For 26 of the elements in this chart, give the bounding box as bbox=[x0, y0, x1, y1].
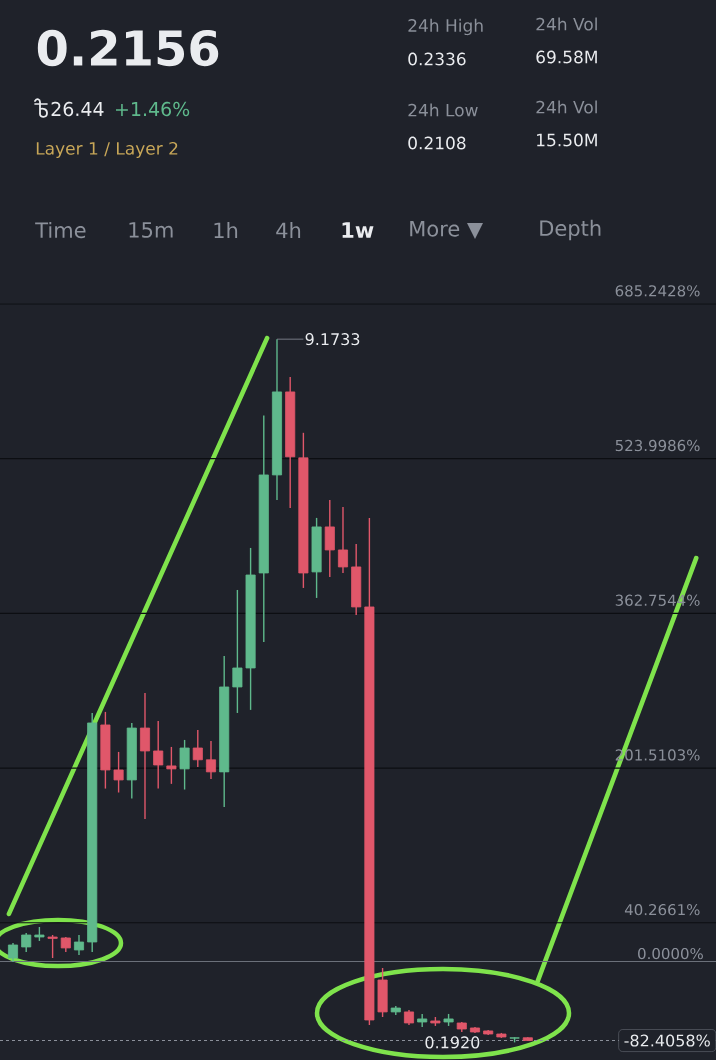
y-tick-label: 40.2661% bbox=[624, 903, 700, 916]
text: Layer 1 / Layer 2 bbox=[36, 141, 178, 159]
chart-subtitle: 26.44 bbox=[51, 101, 104, 117]
y-tick-label: 685.2428% bbox=[615, 285, 700, 297]
text: More ▼ bbox=[410, 221, 484, 239]
annotation: 9.1733 bbox=[305, 333, 360, 346]
text: +1.46% bbox=[116, 101, 190, 117]
text: 15m bbox=[129, 222, 173, 238]
text: 24h Low bbox=[408, 103, 478, 117]
ref-line-label: -82.4058% bbox=[624, 1034, 710, 1047]
y-tick-label: 523.9986% bbox=[615, 439, 700, 452]
text: 24h Vol bbox=[536, 100, 597, 114]
ref-line-label: 0.0000% bbox=[638, 947, 703, 960]
text: 69.58M bbox=[536, 50, 597, 64]
text: 24h Vol bbox=[536, 17, 597, 31]
text: 15.50M bbox=[537, 133, 597, 147]
annotation: 0.1920 bbox=[425, 1036, 480, 1049]
chart-title: 0.2156 bbox=[37, 29, 219, 67]
text: Depth bbox=[540, 219, 601, 241]
text: 0.2108 bbox=[408, 136, 466, 150]
text: Time bbox=[35, 221, 86, 239]
text: 0.2336 bbox=[408, 52, 466, 66]
text: 24h High bbox=[408, 18, 483, 36]
text: 4h bbox=[276, 222, 301, 238]
text: 1w bbox=[342, 222, 374, 238]
text: 1h bbox=[214, 222, 238, 238]
